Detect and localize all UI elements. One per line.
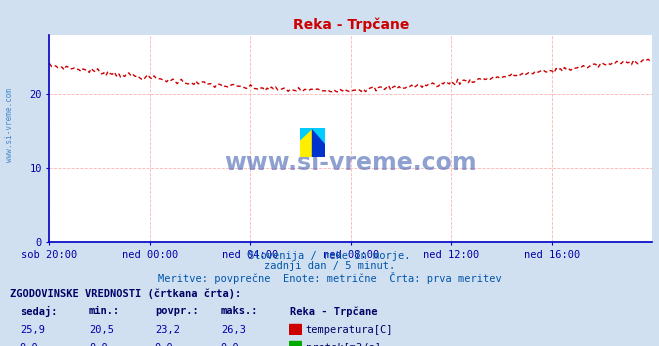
Text: www.si-vreme.com: www.si-vreme.com <box>5 88 14 162</box>
Text: temperatura[C]: temperatura[C] <box>306 325 393 335</box>
Bar <box>289 341 301 346</box>
Text: pretok[m3/s]: pretok[m3/s] <box>306 343 381 346</box>
Text: 25,9: 25,9 <box>20 325 45 335</box>
Text: www.si-vreme.com: www.si-vreme.com <box>225 151 477 175</box>
Text: Meritve: povprečne  Enote: metrične  Črta: prva meritev: Meritve: povprečne Enote: metrične Črta:… <box>158 272 501 284</box>
Text: 0,0: 0,0 <box>221 343 239 346</box>
Polygon shape <box>300 128 312 157</box>
Text: 0,0: 0,0 <box>155 343 173 346</box>
Text: 26,3: 26,3 <box>221 325 246 335</box>
Polygon shape <box>312 128 325 157</box>
Text: zadnji dan / 5 minut.: zadnji dan / 5 minut. <box>264 261 395 271</box>
Text: min.:: min.: <box>89 306 120 316</box>
Text: maks.:: maks.: <box>221 306 258 316</box>
Text: 0,0: 0,0 <box>20 343 38 346</box>
Text: 20,5: 20,5 <box>89 325 114 335</box>
Polygon shape <box>312 128 325 143</box>
Title: Reka - Trpčane: Reka - Trpčane <box>293 18 409 32</box>
Text: povpr.:: povpr.: <box>155 306 198 316</box>
Text: 23,2: 23,2 <box>155 325 180 335</box>
Text: sedaj:: sedaj: <box>20 306 57 317</box>
Text: ZGODOVINSKE VREDNOSTI (črtkana črta):: ZGODOVINSKE VREDNOSTI (črtkana črta): <box>10 289 241 299</box>
Bar <box>289 324 301 334</box>
Text: 0,0: 0,0 <box>89 343 107 346</box>
Text: Reka - Trpčane: Reka - Trpčane <box>290 306 378 317</box>
Text: Slovenija / reke in morje.: Slovenija / reke in morje. <box>248 251 411 261</box>
Polygon shape <box>300 128 312 140</box>
